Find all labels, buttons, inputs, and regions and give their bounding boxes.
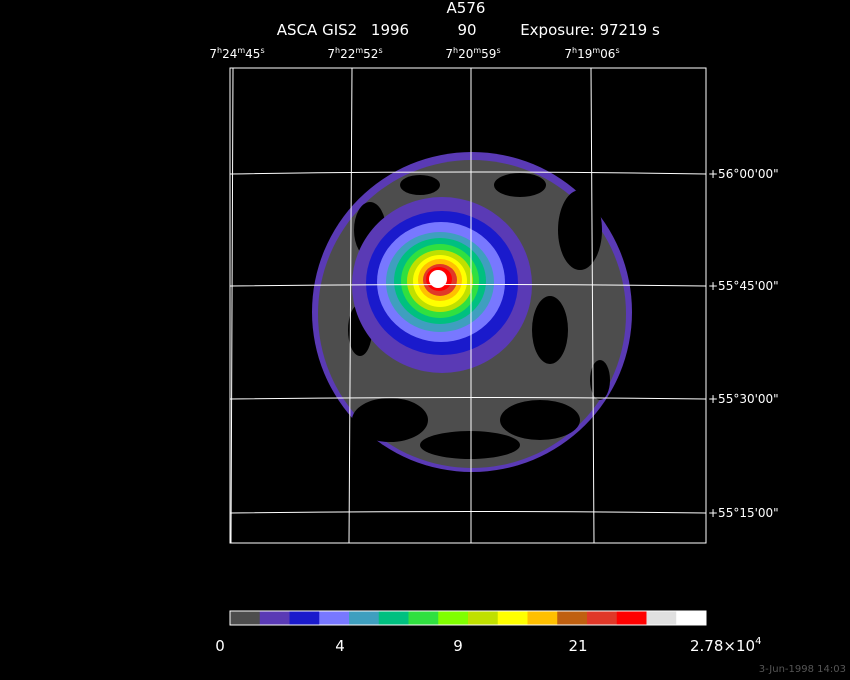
ra-unit: m [592,46,600,55]
colorbar-segment [438,611,469,625]
ra-value: 7 [564,47,572,61]
colorbar-segment [289,611,320,625]
dec-label: +55°15'00" [708,506,779,520]
colorbar-label: 0 [215,637,225,655]
colorbar-segment [557,611,588,625]
ra-label: 7h24m45s [209,46,264,61]
ra-unit: s [496,46,500,55]
ra-label: 7h20m59s [445,46,500,61]
dec-label: +55°30'00" [708,392,779,406]
colorbar-label: 4 [335,637,345,655]
colorbar-segment [676,611,707,625]
colorbar-segment [230,611,261,625]
ra-unit: m [237,46,245,55]
colorbar-frame [229,610,707,626]
title: A576 [447,0,486,17]
ra-unit: s [378,46,382,55]
colorbar-segment [408,611,439,625]
ra-value: 7 [327,47,335,61]
ra-unit: h [453,46,458,55]
image [312,152,632,472]
ra-unit: h [217,46,222,55]
ra-value: 22 [340,47,355,61]
colorbar-segment [587,611,618,625]
ra-value: 06 [600,47,615,61]
colorbar-segment [378,611,409,625]
ra-value: 19 [577,47,592,61]
colorbar-segment [616,611,647,625]
ra-value: 7 [445,47,453,61]
timestamp: 3-Jun-1998 14:03 [759,664,846,675]
colorbar-segment [527,611,558,625]
ra-unit: h [572,46,577,55]
number: 90 [457,21,476,39]
colorbar: 0 4 9 21 2.78×104 [215,610,761,655]
ra-value: 7 [209,47,217,61]
ra-value: 24 [222,47,237,61]
colorbar-segment [319,611,350,625]
colorbar-segment [646,611,677,625]
colorbar-max-label: 2.78×104 [690,636,761,655]
exponent: 4 [755,636,761,647]
colorbar-segment [468,611,499,625]
colorbar-segment [497,611,528,625]
dec-label: +56°00'00" [708,167,779,181]
ra-unit: m [473,46,481,55]
ra-value: 45 [245,47,260,61]
ra-unit: h [335,46,340,55]
colorbar-segment [349,611,380,625]
ra-unit: s [260,46,264,55]
mantissa: 2.78×10 [690,637,755,655]
ra-label: 7h19m06s [564,46,619,61]
grid [229,67,707,544]
year: 1996 [371,21,409,39]
colorbar-label: 9 [453,637,463,655]
dec-label: +55°45'00" [708,279,779,293]
ra-unit: s [615,46,619,55]
ra-value: 52 [363,47,378,61]
ra-labels: 7h24m45s 7h22m52s 7h20m59s 7h19m06s [209,46,619,61]
instrument: ASCA GIS2 [277,21,357,39]
colorbar-label: 21 [568,637,587,655]
colorbar-segment [259,611,290,625]
ra-unit: m [355,46,363,55]
ra-label: 7h22m52s [327,46,382,61]
exposure: Exposure: 97219 s [520,21,660,39]
ra-value: 20 [458,47,473,61]
ra-value: 59 [481,47,496,61]
dec-labels: +56°00'00" +55°45'00" +55°30'00" +55°15'00" [708,167,779,520]
